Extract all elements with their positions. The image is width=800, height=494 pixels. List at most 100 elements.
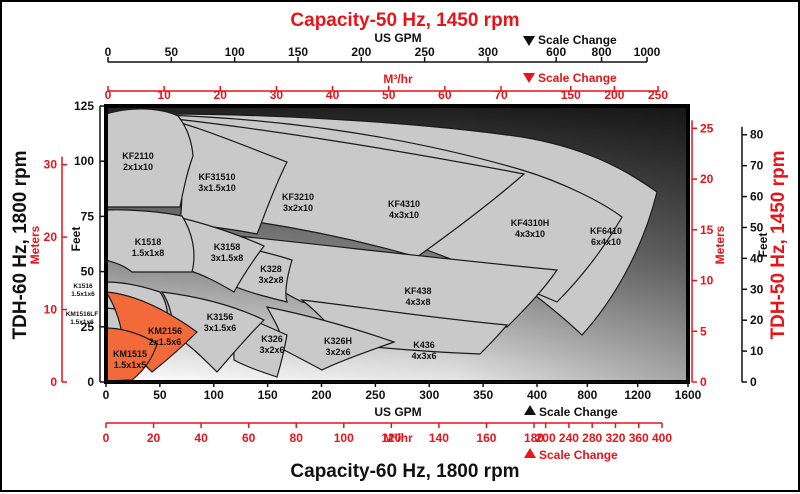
tick-label: 180 <box>524 431 544 445</box>
tick-label: 50 <box>153 388 167 402</box>
tick-label: 140 <box>429 431 449 445</box>
svg-text:Scale Change: Scale Change <box>539 405 618 419</box>
tick-label: 50 <box>165 45 179 59</box>
tick-label: 360 <box>629 431 649 445</box>
tick-label: 25 <box>700 121 714 135</box>
tick-label: 20 <box>147 431 161 445</box>
tick-label: 60 <box>438 88 452 102</box>
tick-label: 100 <box>334 431 354 445</box>
down-triangle-icon <box>523 36 535 46</box>
tick-label: 200 <box>351 45 371 59</box>
scale-change-bottom-red: Scale Change <box>524 448 618 462</box>
tick-label: 70 <box>494 88 508 102</box>
tick-label: 15 <box>700 223 714 237</box>
tick-label: 0 <box>87 375 94 389</box>
bottom-m3hr-label: M³/hr <box>383 431 413 445</box>
tick-label: 40 <box>194 431 208 445</box>
tick-label: 800 <box>592 45 612 59</box>
svg-text:Scale Change: Scale Change <box>538 71 617 85</box>
tick-label: 1600 <box>675 388 702 402</box>
label-kf31510: KF31510 3x1.5x10 <box>198 172 236 193</box>
tick-label: 160 <box>476 431 496 445</box>
tick-label: 300 <box>419 388 439 402</box>
tick-label: 20 <box>750 313 764 327</box>
tick-label: 5 <box>700 324 707 338</box>
zone-labels-small: K1516 1.5x1x6 KM1516LF 1.5x1x6 <box>66 283 99 326</box>
up-triangle-icon <box>524 448 536 458</box>
zone-k1518 <box>105 209 195 273</box>
tick-label: 150 <box>258 388 278 402</box>
tick-label: 250 <box>648 88 668 102</box>
tick-label: 200 <box>536 431 556 445</box>
tick-label: 0 <box>105 45 112 59</box>
tick-label: 10 <box>44 303 58 317</box>
scale-change-bottom-black: Scale Change <box>524 405 618 419</box>
label-km1516lf: KM1516LF 1.5x1x6 <box>66 311 99 326</box>
tick-label: 10 <box>750 344 764 358</box>
label-k3156: K3156 3x1.5x6 <box>204 312 237 333</box>
label-k1516: K1516 1.5x1x6 <box>71 283 95 298</box>
tick-label: 400 <box>527 388 547 402</box>
tick-label: 300 <box>478 45 498 59</box>
tick-label: 0 <box>105 88 112 102</box>
label-kf438: KF438 4x3x8 <box>404 286 431 307</box>
tick-label: 1000 <box>634 45 661 59</box>
tick-label: 30 <box>44 158 58 172</box>
tick-label: 0 <box>750 375 757 389</box>
tick-label: 10 <box>700 274 714 288</box>
tick-label: 200 <box>311 388 331 402</box>
tick-label: 25 <box>81 320 95 334</box>
down-triangle-icon <box>523 73 535 83</box>
tick-label: 50 <box>81 265 95 279</box>
top-title: Capacity-50 Hz, 1450 rpm <box>290 10 519 31</box>
label-k326: K326 3x2x6 <box>259 334 284 355</box>
zone-kf2110 <box>105 108 194 208</box>
tick-label: 80 <box>750 128 764 142</box>
tick-label: 60 <box>750 190 764 204</box>
tick-label: 250 <box>415 45 435 59</box>
left-meters-label: Meters <box>28 225 42 264</box>
tick-label: 350 <box>473 388 493 402</box>
label-kf6410: KF6410 6x4x10 <box>590 226 622 247</box>
up-triangle-icon <box>524 405 536 415</box>
tick-label: 200 <box>604 88 624 102</box>
tick-label: 100 <box>225 45 245 59</box>
tick-label: 0 <box>103 431 110 445</box>
tick-label: 240 <box>559 431 579 445</box>
tick-label: 120 <box>381 431 401 445</box>
zone-kf438 <box>215 233 559 328</box>
scale-change-top-red: Scale Change <box>523 71 617 85</box>
tick-label: 50 <box>750 220 764 234</box>
label-k3158: K3158 3x1.5x8 <box>211 242 244 263</box>
tick-label: 30 <box>750 282 764 296</box>
label-km2156: KM2156 2x1.5x6 <box>148 326 182 347</box>
tick-label: 150 <box>288 45 308 59</box>
zone-labels: KF2110 2x1x10 KF31510 3x1.5x10 KF3210 3x2x1… <box>113 151 622 370</box>
tick-label: 20 <box>44 230 58 244</box>
tick-label: 50 <box>382 88 396 102</box>
tick-label: 100 <box>74 154 94 168</box>
label-kf2110: KF2110 2x1x10 <box>122 151 154 172</box>
right-meters-label: Meters <box>713 225 727 264</box>
tick-label: 400 <box>652 431 672 445</box>
tick-label: 20 <box>214 88 228 102</box>
pump-zones <box>104 108 658 382</box>
label-kf3210: KF3210 3x2x10 <box>282 192 314 213</box>
left-feet-label: Feet <box>69 227 83 252</box>
label-k328: K328 3x2x8 <box>258 264 283 285</box>
tick-label: 40 <box>750 251 764 265</box>
bottom-usgpm-label: US GPM <box>374 405 421 419</box>
tick-label: 0 <box>700 375 707 389</box>
tick-label: 125 <box>74 99 94 113</box>
tick-label: 30 <box>270 88 284 102</box>
top-usgpm-label: US GPM <box>374 31 421 45</box>
label-k326h: K326H 3x2x6 <box>324 336 352 357</box>
tick-label: 600 <box>546 45 566 59</box>
tick-label: 150 <box>561 88 581 102</box>
left-title: TDH-60 Hz, 1800 rpm <box>10 150 31 339</box>
tick-label: 70 <box>750 159 764 173</box>
right-feet-label: Feet <box>756 233 770 258</box>
